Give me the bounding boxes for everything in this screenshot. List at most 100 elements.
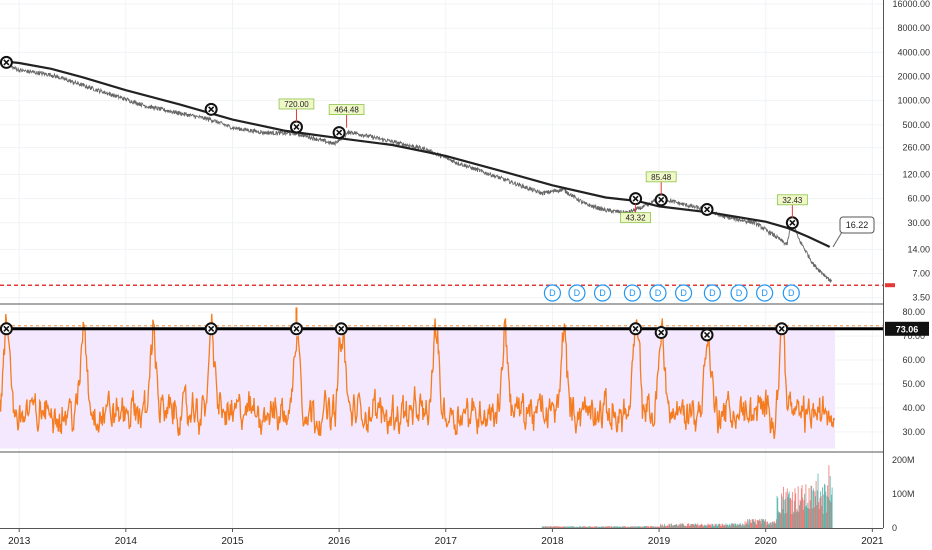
price-signal-marker[interactable] bbox=[289, 120, 303, 134]
volume-bar bbox=[573, 526, 575, 528]
rsi-signal-marker[interactable] bbox=[334, 322, 348, 336]
price-panel-bg bbox=[0, 0, 883, 303]
volume-bar bbox=[713, 526, 715, 528]
x-tick-label: 2020 bbox=[755, 536, 778, 547]
volume-bar bbox=[802, 509, 804, 528]
volume-bar bbox=[710, 525, 712, 528]
volume-bar bbox=[798, 505, 800, 528]
volume-bar bbox=[615, 526, 617, 528]
dividend-marker[interactable]: D bbox=[568, 284, 586, 302]
price-signal-marker[interactable] bbox=[204, 102, 218, 116]
volume-bar bbox=[733, 524, 735, 528]
volume-bar bbox=[719, 524, 721, 528]
dividend-marker[interactable]: D bbox=[623, 284, 641, 302]
price-signal-marker[interactable] bbox=[332, 126, 346, 140]
dividend-marker[interactable]: D bbox=[703, 284, 721, 302]
price-flag[interactable]: 464.48 bbox=[328, 104, 365, 128]
price-flag[interactable]: 32.43 bbox=[776, 194, 808, 218]
volume-bar bbox=[796, 509, 798, 528]
volume-bar bbox=[576, 526, 578, 528]
price-flag[interactable]: 43.32 bbox=[620, 203, 651, 224]
volume-bar bbox=[598, 527, 600, 528]
volume-bar bbox=[738, 523, 740, 528]
rsi-signal-marker[interactable] bbox=[775, 322, 789, 336]
flag-box bbox=[328, 104, 365, 115]
support-axis-tag bbox=[885, 283, 895, 288]
volume-bar bbox=[830, 494, 832, 528]
volume-bar bbox=[694, 525, 696, 528]
last-price-callout[interactable]: 16.22 bbox=[832, 216, 875, 248]
rsi-signal-marker[interactable] bbox=[204, 322, 218, 336]
volume-bar bbox=[763, 519, 765, 528]
rsi-signal-marker[interactable] bbox=[654, 326, 668, 340]
volume-bar bbox=[696, 524, 698, 528]
volume-bar bbox=[695, 523, 697, 528]
marker-cross bbox=[338, 325, 345, 332]
volume-bar bbox=[577, 526, 579, 528]
volume-bar bbox=[608, 526, 610, 528]
volume-bar bbox=[587, 526, 589, 528]
marker-cross bbox=[778, 325, 785, 332]
rsi-level-badge-label: 73.06 bbox=[896, 324, 919, 334]
price-signal-marker[interactable] bbox=[629, 192, 643, 206]
flag-box bbox=[278, 98, 315, 110]
volume-bar bbox=[635, 526, 637, 528]
price-tick-label: 120.00 bbox=[902, 170, 930, 180]
volume-bar bbox=[569, 526, 571, 528]
volume-bar bbox=[641, 526, 643, 528]
price-flags[interactable]: 720.00 464.48 43.32 85.48 32.43 16.22 bbox=[278, 98, 875, 248]
volume-bar bbox=[567, 526, 569, 528]
volume-bar bbox=[734, 523, 736, 528]
dividend-label: D bbox=[736, 288, 743, 298]
price-tick-label: 60.00 bbox=[907, 194, 930, 204]
volume-bar bbox=[755, 523, 757, 528]
price-flag[interactable]: 85.48 bbox=[645, 171, 677, 195]
volume-bar bbox=[736, 524, 738, 528]
marker-cross bbox=[632, 195, 639, 202]
volume-bar bbox=[575, 526, 577, 528]
price-axis[interactable]: 16000.00 8000.00 4000.00 2000.00 1000.00 500.… bbox=[892, 0, 930, 533]
volume-bar bbox=[680, 525, 682, 528]
dividend-marker[interactable]: D bbox=[593, 284, 612, 302]
volume-bar bbox=[690, 524, 692, 528]
dividend-marker[interactable]: D bbox=[756, 284, 774, 302]
volume-bar bbox=[620, 527, 622, 528]
price-signal-marker[interactable] bbox=[0, 55, 13, 69]
volume-bar bbox=[799, 499, 801, 528]
volume-bar bbox=[747, 520, 749, 528]
volume-bar bbox=[596, 526, 598, 528]
dividend-circle bbox=[623, 284, 641, 302]
rsi-signal-marker[interactable] bbox=[289, 322, 303, 336]
price-signal-marker[interactable] bbox=[700, 202, 714, 216]
price-signal-marker[interactable] bbox=[785, 216, 799, 230]
time-axis[interactable]: 2013 2014 2015 2016 2017 2018 2019 2020 2021 bbox=[8, 528, 884, 547]
volume-bar bbox=[743, 525, 745, 528]
volume-bar bbox=[750, 522, 752, 528]
volume-bar bbox=[562, 526, 564, 528]
volume-bar bbox=[547, 526, 549, 528]
signal-markers[interactable] bbox=[0, 55, 799, 342]
volume-tick-label: 200M bbox=[892, 455, 915, 465]
rsi-signal-marker[interactable] bbox=[700, 328, 714, 342]
dividend-marker[interactable]: D bbox=[649, 284, 667, 302]
volume-bar bbox=[809, 509, 811, 528]
volume-bar bbox=[792, 513, 794, 528]
volume-bar bbox=[559, 526, 561, 528]
dividend-marker[interactable]: D bbox=[782, 284, 800, 302]
volume-bar bbox=[730, 525, 732, 528]
volume-bar bbox=[699, 525, 701, 528]
rsi-signal-marker[interactable] bbox=[629, 322, 643, 336]
volume-bar bbox=[582, 526, 584, 528]
volume-bar bbox=[801, 485, 803, 528]
rsi-signal-marker[interactable] bbox=[0, 322, 13, 336]
price-signal-marker[interactable] bbox=[654, 193, 668, 207]
volume-bar bbox=[651, 526, 653, 528]
dividend-marker[interactable]: D bbox=[543, 284, 562, 302]
price-flag[interactable]: 720.00 bbox=[278, 98, 315, 122]
dividend-marker[interactable]: D bbox=[730, 284, 748, 302]
price-tick-label: 2000.00 bbox=[897, 72, 930, 82]
dividend-marker[interactable]: D bbox=[674, 284, 693, 302]
volume-bar bbox=[706, 525, 708, 528]
